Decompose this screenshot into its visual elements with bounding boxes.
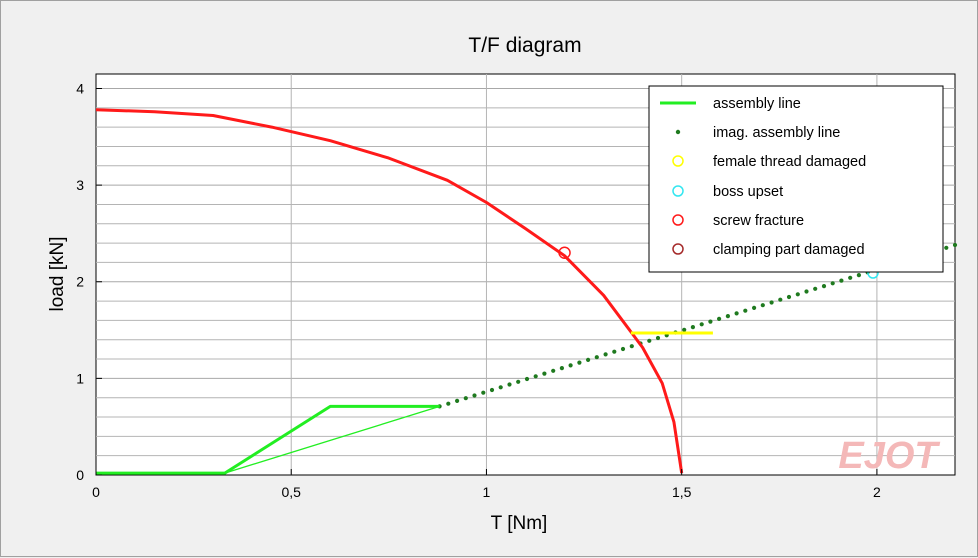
imag-assembly-point	[542, 371, 547, 376]
imag-assembly-point	[682, 327, 687, 332]
imag-assembly-point	[769, 300, 774, 305]
axes: 0 0,5 1 1,5 2 0 1 2 3 4	[76, 80, 881, 500]
legend-boss-upset-swatch	[672, 185, 684, 197]
y-tick-label: 1	[76, 370, 84, 386]
assembly-thin-line	[224, 405, 440, 474]
imag-assembly-point	[717, 316, 722, 321]
y-axis-label: load [kN]	[47, 237, 68, 312]
chart-title: T/F diagram	[468, 34, 581, 57]
assembly-line	[96, 404, 440, 475]
imag-assembly-point	[489, 387, 495, 393]
imag-assembly-point	[594, 355, 599, 360]
imag-assembly-point	[655, 335, 661, 341]
grid	[96, 74, 955, 475]
y-tick-label: 4	[76, 80, 84, 96]
imag-assembly-point	[813, 286, 818, 291]
ejot-watermark: EJOT	[838, 435, 940, 477]
x-axis-label: T [Nm]	[491, 513, 548, 534]
imag-assembly-point	[533, 374, 538, 379]
x-tick-label: 1,5	[672, 484, 692, 500]
imag-assembly-point	[743, 308, 748, 313]
x-tick-label: 2	[873, 484, 881, 500]
y-tick-label: 0	[76, 467, 84, 483]
legend-label: female thread damaged	[713, 154, 866, 170]
imag-assembly-point	[516, 379, 521, 384]
imag-assembly-point	[778, 297, 783, 302]
imag-assembly-point	[507, 382, 512, 387]
imag-assembly-point	[586, 357, 591, 362]
x-tick-label: 0	[92, 484, 100, 500]
imag-assembly-point	[620, 346, 626, 352]
legend-label: imag. assembly line	[713, 125, 840, 141]
imag-assembly-point	[839, 278, 844, 283]
imag-assembly-point	[760, 303, 765, 308]
imag-assembly-point	[498, 385, 503, 390]
legend-imag-assembly-swatch	[675, 129, 681, 135]
imag-assembly-point	[848, 275, 853, 280]
imag-assembly-point	[944, 245, 949, 250]
imag-assembly-point	[690, 325, 696, 330]
y-tick-label: 3	[76, 177, 84, 193]
legend: assembly line imag. assembly line female t…	[648, 85, 944, 273]
imag-assembly-point	[612, 349, 617, 354]
imag-assembly-point	[752, 305, 757, 310]
legend-label: clamping part damaged	[713, 242, 865, 258]
imag-assembly-point	[786, 294, 792, 300]
imag-assembly-point	[568, 363, 573, 368]
x-tick-label: 1	[483, 484, 491, 500]
imag-assembly-point	[629, 344, 634, 349]
imag-assembly-point	[804, 289, 809, 294]
imag-assembly-point	[952, 242, 958, 248]
legend-label: screw fracture	[713, 213, 804, 229]
imag-assembly-point	[559, 366, 565, 371]
x-tick-label: 0,5	[281, 484, 301, 500]
imag-assembly-point	[856, 273, 862, 278]
y-tick-label: 2	[76, 274, 84, 290]
imag-assembly-point	[481, 390, 486, 395]
imag-assembly-point	[734, 311, 739, 316]
imag-assembly-point	[821, 284, 827, 289]
imag-assembly-point	[551, 368, 556, 373]
imag-assembly-point	[463, 396, 468, 401]
imag-assembly-point	[446, 401, 451, 406]
imag-assembly-point	[708, 319, 713, 324]
imag-assembly-point	[455, 398, 460, 403]
imag-assembly-point	[577, 360, 582, 365]
screw-fracture-curve	[95, 108, 684, 474]
imag-assembly-point	[472, 393, 477, 398]
legend-box	[648, 85, 944, 273]
legend-female-thread-swatch	[672, 155, 684, 167]
screw-fracture-marker	[558, 246, 571, 260]
imag-assembly-point	[699, 322, 704, 327]
legend-label: boss upset	[713, 184, 783, 200]
imag-assembly-point	[795, 292, 800, 297]
legend-clamping-swatch	[672, 243, 684, 255]
imag-assembly-point	[830, 281, 835, 286]
imag-assembly-point	[725, 314, 731, 319]
imag-assembly-point	[524, 376, 530, 382]
imag-assembly-point	[647, 338, 652, 343]
legend-label: assembly line	[713, 96, 801, 112]
legend-screw-fracture-swatch	[672, 214, 684, 226]
imag-assembly-point	[603, 352, 608, 357]
